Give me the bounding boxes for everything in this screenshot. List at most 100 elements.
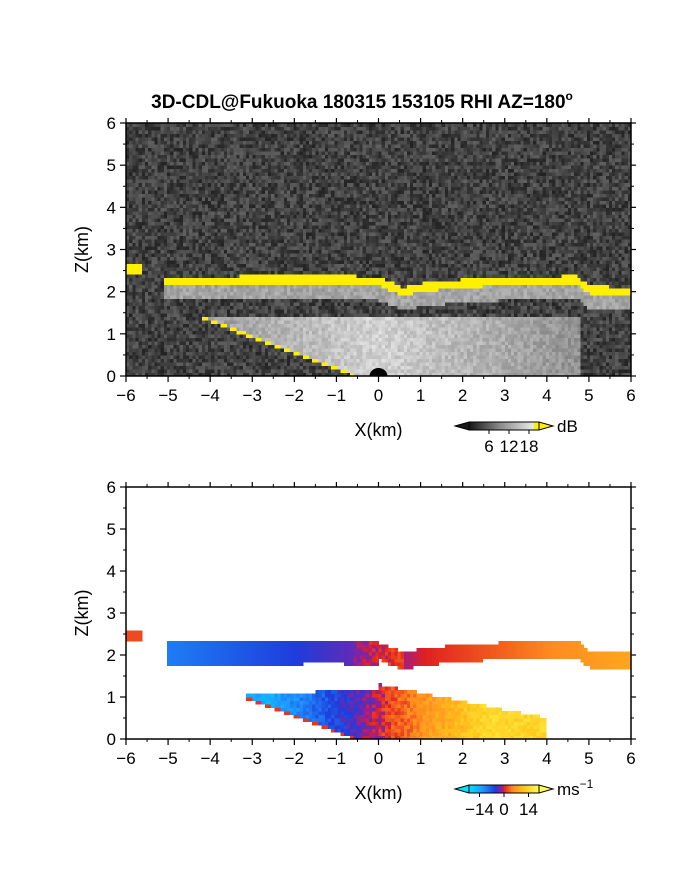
heatmap-cell — [141, 365, 146, 370]
heatmap-cell — [141, 161, 146, 166]
heatmap-cell — [283, 158, 288, 163]
heatmap-cell — [151, 126, 155, 131]
heatmap-cell — [192, 351, 196, 356]
heatmap-cell — [280, 302, 285, 307]
heatmap-cell — [167, 203, 171, 208]
heatmap-cell — [220, 288, 225, 293]
heatmap-cell — [230, 217, 234, 222]
heatmap-cell — [185, 274, 190, 279]
heatmap-cell — [129, 123, 133, 128]
heatmap-cell — [261, 182, 266, 187]
heatmap-cell — [151, 186, 155, 191]
heatmap-cell — [239, 270, 244, 275]
heatmap-cell — [170, 214, 174, 219]
heatmap-cell — [182, 351, 187, 356]
heatmap-cell — [126, 144, 130, 149]
heatmap-cell — [305, 158, 310, 163]
heatmap-cell — [201, 161, 206, 166]
heatmap-cell — [220, 210, 225, 215]
heatmap-cell — [239, 235, 244, 240]
heatmap-cell — [331, 182, 335, 187]
heatmap-cell — [321, 298, 326, 303]
heatmap-cell — [258, 147, 263, 152]
heatmap-cell — [217, 309, 222, 314]
heatmap-cell — [182, 323, 187, 328]
heatmap-cell — [182, 165, 187, 170]
heatmap-cell — [195, 165, 200, 170]
heatmap-cell — [296, 214, 301, 219]
heatmap-cell — [340, 323, 345, 328]
heatmap-cell — [223, 319, 228, 324]
heatmap-cell — [151, 147, 155, 152]
heatmap-cell — [233, 242, 237, 247]
heatmap-cell — [233, 179, 237, 184]
heatmap-cell — [151, 365, 155, 370]
heatmap-cell — [239, 263, 244, 268]
heatmap-cell — [135, 196, 140, 201]
heatmap-cell — [138, 182, 143, 187]
heatmap-cell — [271, 196, 275, 201]
heatmap-cell — [280, 217, 285, 222]
heatmap-cell — [204, 295, 209, 300]
heatmap-cell — [242, 245, 247, 250]
heatmap-cell — [179, 165, 184, 170]
heatmap-cell — [277, 214, 282, 219]
heatmap-cell — [214, 309, 219, 314]
heatmap-cell — [192, 231, 196, 236]
heatmap-cell — [296, 361, 301, 366]
heatmap-cell — [129, 316, 133, 321]
heatmap-cell — [233, 361, 237, 366]
heatmap-cell — [157, 130, 162, 135]
heatmap-cell — [315, 203, 320, 208]
heatmap-cell — [249, 179, 253, 184]
heatmap-cell — [315, 238, 320, 243]
heatmap-cell — [157, 305, 162, 310]
heatmap-cell — [176, 316, 181, 321]
heatmap-cell — [245, 126, 250, 131]
heatmap-cell — [201, 361, 206, 366]
heatmap-cell — [227, 340, 231, 345]
heatmap-cell — [245, 361, 250, 366]
heatmap-cell — [154, 316, 159, 321]
heatmap-cell — [167, 158, 171, 163]
heatmap-cell — [299, 203, 304, 208]
heatmap-cell — [217, 161, 222, 166]
heatmap-cell — [283, 351, 288, 356]
heatmap-cell — [170, 221, 174, 226]
heatmap-cell — [290, 323, 294, 328]
heatmap-cell — [141, 281, 146, 286]
heatmap-cell — [252, 130, 256, 135]
heatmap-cell — [179, 154, 184, 159]
heatmap-cell — [337, 231, 342, 236]
heatmap-cell — [167, 189, 171, 194]
heatmap-cell — [214, 144, 219, 149]
heatmap-cell — [157, 337, 162, 342]
heatmap-cell — [167, 358, 171, 363]
heatmap-cell — [192, 267, 196, 272]
heatmap-cell — [331, 147, 335, 152]
heatmap-cell — [302, 284, 307, 289]
heatmap-cell — [182, 284, 187, 289]
heatmap-cell — [245, 189, 250, 194]
heatmap-cell — [268, 302, 272, 307]
heatmap-cell — [239, 347, 244, 352]
heatmap-cell — [337, 193, 342, 198]
heatmap-cell — [236, 133, 241, 138]
heatmap-cell — [318, 189, 323, 194]
heatmap-cell — [138, 123, 143, 128]
heatmap-cell — [148, 347, 152, 352]
heatmap-cell — [211, 203, 215, 208]
heatmap-cell — [242, 302, 247, 307]
heatmap-cell — [126, 333, 130, 338]
heatmap-cell — [230, 210, 234, 215]
heatmap-cell — [252, 179, 256, 184]
heatmap-cell — [198, 189, 203, 194]
heatmap-cell — [312, 267, 316, 272]
heatmap-cell — [274, 196, 278, 201]
heatmap-cell — [179, 351, 184, 356]
heatmap-cell — [163, 277, 168, 282]
heatmap-cell — [126, 340, 130, 345]
heatmap-cell — [249, 123, 253, 128]
heatmap-cell — [135, 154, 140, 159]
heatmap-cell — [252, 344, 256, 349]
